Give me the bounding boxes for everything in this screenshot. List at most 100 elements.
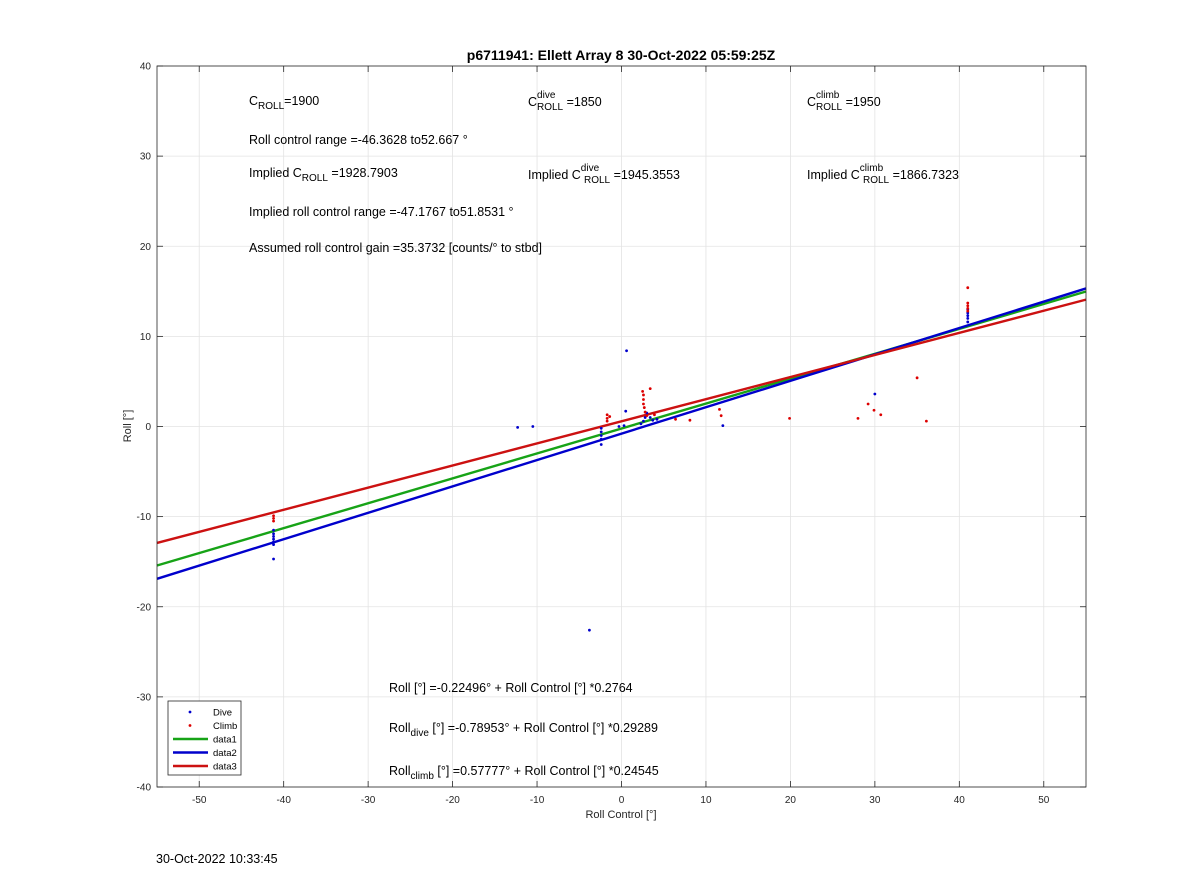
- climb-point: [641, 389, 645, 393]
- dive-point: [599, 434, 603, 437]
- implied-roll-range-annotation: Implied roll control range =-47.1767 to5…: [249, 205, 514, 219]
- climb-point: [915, 376, 919, 380]
- climb-point: [608, 415, 612, 418]
- climb-point: [788, 416, 791, 420]
- climb-point: [642, 398, 645, 401]
- dive-point: [625, 349, 628, 353]
- dive-point: [642, 419, 645, 423]
- climb-point: [866, 402, 870, 406]
- legend-data3-label: data3: [213, 762, 237, 773]
- implied-c-roll-annotation: Implied CROLL =1928.7903: [249, 166, 398, 184]
- y-axis-label: Roll [°]: [122, 410, 134, 443]
- climb-point: [272, 519, 275, 523]
- legend-data1-label: data1: [213, 735, 237, 746]
- dive-point: [531, 425, 535, 428]
- c-roll-climb-annotation: Cclimb ROLL =1950: [807, 90, 881, 113]
- data3-fit-line: [156, 298, 1087, 545]
- climb-point: [648, 387, 652, 391]
- climb-point: [924, 419, 928, 423]
- legend-dive-swatch: [188, 710, 192, 714]
- dive-point: [651, 418, 655, 422]
- y-tick-label: 30: [140, 152, 152, 163]
- y-tick-label: 10: [140, 332, 152, 343]
- climb-point: [966, 301, 970, 305]
- x-tick-label: 10: [700, 795, 712, 806]
- dive-point: [655, 417, 659, 421]
- dive-point: [272, 535, 275, 538]
- legend: Dive Climb data1 data2 data3: [167, 700, 242, 776]
- print-timestamp: 30-Oct-2022 10:33:45: [156, 852, 278, 866]
- fit-climb-equation: Rollclimb [°] =0.57777° + Roll Control […: [389, 764, 659, 782]
- dive-point: [639, 422, 643, 426]
- y-tick-label: 0: [145, 422, 151, 433]
- climb-point: [879, 413, 883, 417]
- climb-point: [272, 514, 275, 518]
- dive-point: [272, 528, 275, 532]
- climb-point: [966, 307, 970, 310]
- climb-point: [966, 286, 970, 290]
- dive-point: [873, 392, 877, 396]
- climb-point: [605, 419, 609, 423]
- dive-point: [588, 628, 591, 632]
- axis-ticks: -50 -40 -30 -20 -10 0 10 20 30 40 50 -40 -30 -20 -10 0 1…: [137, 62, 1086, 806]
- x-tick-label: -50: [192, 795, 207, 806]
- climb-point: [642, 406, 646, 409]
- climb-point: [645, 414, 649, 418]
- dive-point: [599, 437, 603, 441]
- dive-point: [643, 416, 647, 419]
- x-tick-label: 20: [785, 795, 797, 806]
- dive-point: [599, 443, 603, 446]
- assumed-gain-annotation: Assumed roll control gain =35.3732 [coun…: [249, 241, 542, 255]
- climb-point: [605, 413, 609, 417]
- c-roll-annotation: CROLL=1900: [249, 94, 319, 112]
- y-tick-label: 40: [140, 62, 152, 73]
- dive-point: [272, 543, 275, 546]
- fit-all-equation: Roll [°] =-0.22496° + Roll Control [°] *…: [389, 681, 633, 695]
- roll-control-range-annotation: Roll control range =-46.3628 to52.667 °: [249, 133, 468, 147]
- y-tick-label: 20: [140, 242, 152, 253]
- x-tick-label: -10: [530, 795, 545, 806]
- climb-point: [966, 309, 970, 313]
- x-tick-label: 30: [869, 795, 881, 806]
- x-tick-label: -30: [361, 795, 376, 806]
- y-tick-label: -10: [137, 512, 152, 523]
- dive-point: [599, 426, 603, 430]
- dive-point: [272, 557, 275, 561]
- dive-point: [599, 430, 603, 434]
- legend-dive-label: Dive: [213, 708, 232, 719]
- dive-point: [272, 532, 275, 536]
- x-tick-label: -20: [445, 795, 460, 806]
- dive-point: [624, 409, 628, 413]
- climb-point: [643, 410, 647, 414]
- climb-point: [642, 393, 645, 397]
- y-tick-label: -20: [137, 602, 152, 613]
- dive-point: [966, 314, 970, 318]
- data-points: [272, 286, 970, 632]
- y-tick-label: -30: [137, 692, 152, 703]
- x-tick-label: 0: [619, 795, 625, 806]
- fit-dive-equation: Rolldive [°] =-0.78953° + Roll Control […: [389, 721, 658, 739]
- implied-c-roll-dive-annotation: Implied Cdive ROLL =1945.3553: [528, 163, 680, 186]
- climb-point: [966, 304, 970, 308]
- climb-point: [688, 418, 692, 422]
- chart-title: p6711941: Ellett Array 8 30-Oct-2022 05:…: [467, 47, 776, 63]
- x-tick-label: -40: [276, 795, 291, 806]
- x-tick-label: 50: [1038, 795, 1050, 806]
- climb-point: [272, 517, 275, 520]
- dive-point: [272, 540, 275, 544]
- dive-point: [966, 320, 970, 324]
- climb-point: [642, 402, 645, 406]
- climb-point: [719, 414, 723, 418]
- dive-point: [516, 426, 520, 429]
- c-roll-dive-annotation: Cdive ROLL =1850: [528, 90, 602, 113]
- dive-point: [272, 537, 275, 541]
- y-tick-label: -40: [137, 783, 152, 794]
- climb-point: [718, 407, 721, 411]
- dive-point: [617, 425, 621, 428]
- implied-c-roll-climb-annotation: Implied Cclimb ROLL =1866.7323: [807, 163, 959, 186]
- x-tick-label: 40: [954, 795, 966, 806]
- dive-point: [966, 316, 970, 320]
- dive-point: [622, 424, 626, 427]
- data2-fit-line: [156, 287, 1087, 580]
